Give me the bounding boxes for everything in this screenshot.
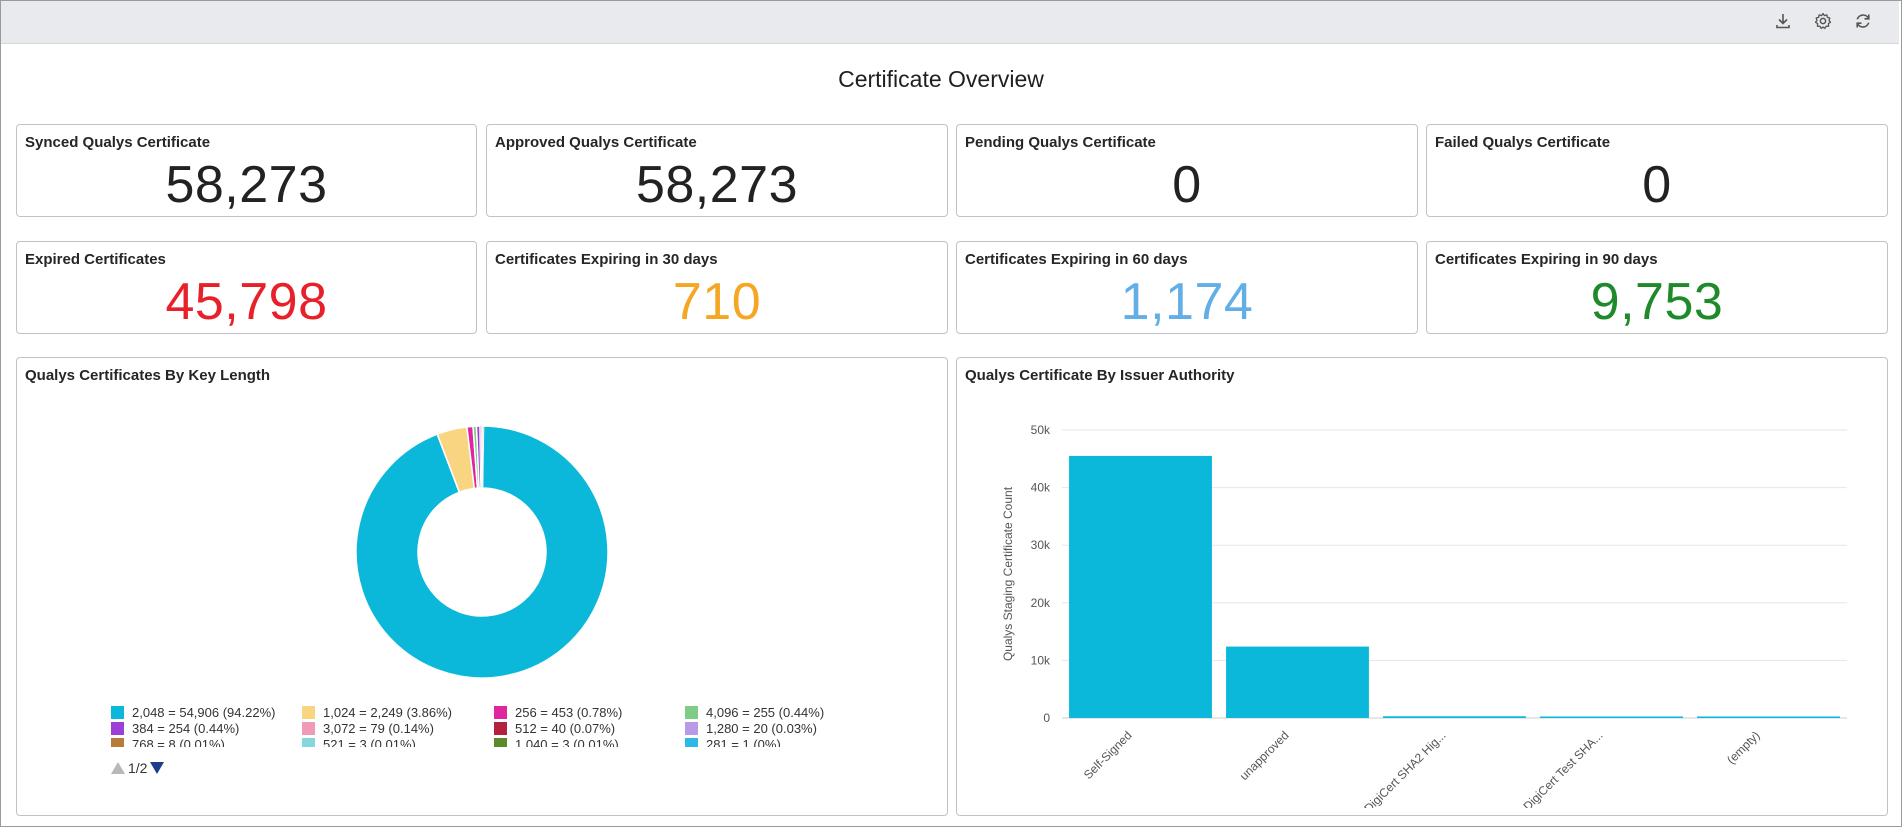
legend-label: 768 = 8 (0.01%) [132,737,225,747]
approved-certificate-card[interactable]: Approved Qualys Certificate 58,273 [486,124,948,217]
legend-swatch [494,722,507,735]
refresh-icon[interactable] [1849,7,1877,35]
legend-label: 4,096 = 255 (0.44%) [706,705,825,720]
y-tick-label: 40k [1031,481,1051,495]
y-tick-label: 20k [1031,596,1051,610]
legend-item[interactable]: 768 = 8 (0.01%) [111,737,225,747]
legend-item[interactable]: 4,096 = 255 (0.44%) [685,705,824,720]
legend-label: 521 = 3 (0.01%) [323,737,416,747]
legend-swatch [685,706,698,719]
legend-item[interactable]: 1,024 = 2,249 (3.86%) [302,705,452,720]
legend-item[interactable]: 3,072 = 79 (0.14%) [302,721,434,736]
key-length-donut-chart[interactable] [17,398,947,728]
legend-swatch [685,738,698,747]
card-value: 0 [1642,156,1672,214]
legend-swatch [111,722,124,735]
legend-item[interactable]: 1,280 = 20 (0.03%) [685,721,817,736]
pending-certificate-card[interactable]: Pending Qualys Certificate 0 [956,124,1418,217]
legend-item[interactable]: 2,048 = 54,906 (94.22%) [111,705,275,720]
legend-label: 1,040 = 3 (0.01%) [515,737,619,747]
legend-item[interactable]: 384 = 254 (0.44%) [111,721,239,736]
gear-icon[interactable] [1809,7,1837,35]
x-tick-label: DigiCert Test SHA... [1520,728,1605,808]
card-title: Certificates Expiring in 60 days [965,251,1188,268]
bar-2[interactable] [1383,716,1526,718]
bar-4[interactable] [1697,716,1840,719]
pager-up-icon[interactable] [111,762,125,774]
card-title: Synced Qualys Certificate [25,134,211,151]
expiring-60-days-card[interactable]: Certificates Expiring in 60 days 1,174 [956,241,1418,334]
card-value: 58,273 [165,156,328,214]
y-tick-label: 10k [1031,653,1051,667]
failed-certificate-card[interactable]: Failed Qualys Certificate 0 [1426,124,1888,217]
synced-certificate-card[interactable]: Synced Qualys Certificate 58,273 [16,124,477,217]
card-title: Pending Qualys Certificate [965,134,1156,151]
expired-certificates-card[interactable]: Expired Certificates 45,798 [16,241,477,334]
legend-swatch [302,722,315,735]
issuer-authority-panel: Qualys Certificate By Issuer Authority 0… [956,357,1888,816]
legend-label: 3,072 = 79 (0.14%) [323,721,434,736]
legend-pager: 1/2 [111,760,165,776]
card-title: Expired Certificates [25,251,166,268]
card-title: Certificates Expiring in 90 days [1435,251,1658,268]
donut-slice-2048[interactable] [355,425,609,679]
page-title: Certificate Overview [838,66,1044,92]
legend-label: 281 = 1 (0%) [706,737,781,747]
legend-item[interactable]: 1,040 = 3 (0.01%) [494,737,619,747]
download-icon[interactable] [1769,7,1797,35]
x-tick-label: unapproved [1237,728,1292,783]
page-scrollbar[interactable] [1896,44,1900,824]
legend-swatch [111,738,124,747]
card-title: Failed Qualys Certificate [1435,134,1611,151]
x-tick-label: Self-Signed [1081,728,1135,782]
y-tick-label: 50k [1031,423,1051,437]
card-title: Approved Qualys Certificate [495,134,697,151]
pager-label: 1/2 [128,760,148,776]
legend-swatch [111,706,124,719]
issuer-bar-chart[interactable]: 0 10k 20k 30k 40k 50k Qualys Staging Certifica… [957,388,1887,808]
legend-item[interactable]: 256 = 453 (0.78%) [494,705,622,720]
bar-0[interactable] [1069,455,1212,718]
legend-swatch [685,722,698,735]
legend-label: 1,024 = 2,249 (3.86%) [323,705,453,720]
legend-swatch [302,738,315,747]
key-length-panel: Qualys Certificates By Key Length 2,048 … [16,357,948,816]
legend-label: 384 = 254 (0.44%) [132,721,240,736]
legend-swatch [302,706,315,719]
top-toolbar [1,1,1899,44]
legend-item[interactable]: 281 = 1 (0%) [685,737,781,747]
legend-label: 256 = 453 (0.78%) [515,705,623,720]
panel-title: Qualys Certificates By Key Length [25,367,271,384]
card-value: 9,753 [1590,273,1724,331]
legend-label: 512 = 40 (0.07%) [515,721,616,736]
x-tick-label: DigiCert SHA2 Hig... [1361,728,1448,808]
legend-item[interactable]: 521 = 3 (0.01%) [302,737,416,747]
legend-label: 2,048 = 54,906 (94.22%) [132,705,276,720]
expiring-30-days-card[interactable]: Certificates Expiring in 30 days 710 [486,241,948,334]
card-value: 1,174 [1120,273,1254,331]
y-tick-label: 0 [1043,711,1050,725]
card-value: 58,273 [635,156,799,214]
legend-item[interactable]: 512 = 40 (0.07%) [494,721,615,736]
bar-1[interactable] [1226,646,1369,718]
card-value: 45,798 [165,273,328,331]
bar-3[interactable] [1540,716,1683,719]
y-tick-label: 30k [1031,538,1051,552]
expiring-90-days-card[interactable]: Certificates Expiring in 90 days 9,753 [1426,241,1888,334]
card-title: Certificates Expiring in 30 days [495,251,718,268]
pager-down-icon[interactable] [150,762,165,774]
card-value: 0 [1172,156,1202,214]
card-value: 710 [672,273,762,331]
legend-swatch [494,738,507,747]
key-length-legend: 2,048 = 54,906 (94.22%) 1,024 = 2,249 (3.… [111,705,891,747]
panel-title: Qualys Certificate By Issuer Authority [965,367,1235,384]
legend-swatch [494,706,507,719]
x-tick-label: (empty) [1724,728,1763,767]
y-axis-label: Qualys Staging Certificate Count [1001,486,1015,661]
legend-label: 1,280 = 20 (0.03%) [706,721,817,736]
donut-slice-281[interactable] [482,425,485,489]
